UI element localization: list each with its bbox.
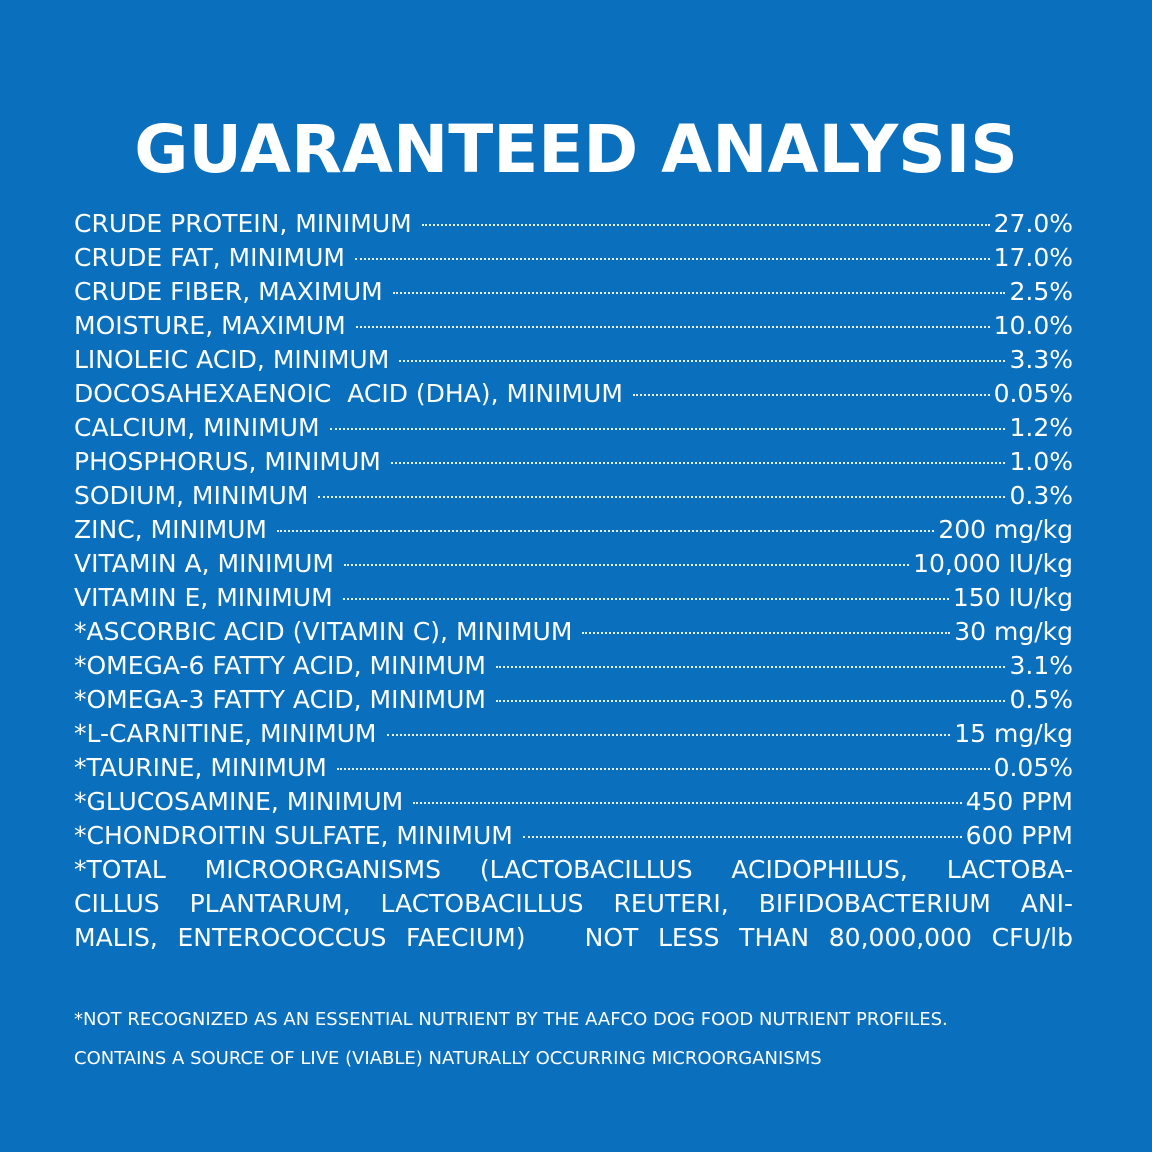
- dot-leader: [277, 530, 935, 532]
- analysis-table: CRUDE PROTEIN, MINIMUM 27.0% CRUDE FAT, M…: [74, 207, 1073, 853]
- nutrient-label: *ASCORBIC ACID (VITAMIN C), MINIMUM: [74, 617, 573, 646]
- dot-leader: [355, 326, 990, 328]
- dot-leader: [386, 734, 951, 736]
- dot-leader: [392, 292, 1006, 294]
- dot-leader: [343, 564, 910, 566]
- table-row: VITAMIN E, MINIMUM 150 IU/kg: [74, 581, 1073, 615]
- dot-leader: [413, 802, 962, 804]
- table-row: CRUDE FIBER, MAXIMUM 2.5%: [74, 275, 1073, 309]
- table-row: *OMEGA-3 FATTY ACID, MINIMUM 0.5%: [74, 683, 1073, 717]
- table-row: *TAURINE, MINIMUM 0.05%: [74, 751, 1073, 785]
- nutrient-value: 450 PPM: [965, 787, 1073, 816]
- table-row: PHOSPHORUS, MINIMUM 1.0%: [74, 445, 1073, 479]
- table-row: *CHONDROITIN SULFATE, MINIMUM 600 PPM: [74, 819, 1073, 853]
- nutrient-label: SODIUM, MINIMUM: [74, 481, 309, 510]
- nutrient-label: *L-CARNITINE, MINIMUM: [74, 719, 377, 748]
- table-row: *GLUCOSAMINE, MINIMUM 450 PPM: [74, 785, 1073, 819]
- nutrient-label: VITAMIN E, MINIMUM: [74, 583, 333, 612]
- table-row: VITAMIN A, MINIMUM 10,000 IU/kg: [74, 547, 1073, 581]
- nutrient-value: 0.05%: [993, 753, 1073, 782]
- nutrient-value: 150 IU/kg: [952, 583, 1073, 612]
- live-microorganisms-footnote: CONTAINS A SOURCE OF LIVE (VIABLE) NATUR…: [74, 1048, 822, 1069]
- microorganisms-line: MALIS, ENTEROCOCCUS FAECIUM) NOT LESS TH…: [74, 923, 1073, 952]
- dot-leader: [390, 462, 1006, 464]
- nutrient-label: *TAURINE, MINIMUM: [74, 753, 327, 782]
- nutrient-value: 17.0%: [993, 243, 1073, 272]
- nutrient-value: 1.2%: [1009, 413, 1073, 442]
- table-row: CRUDE FAT, MINIMUM 17.0%: [74, 241, 1073, 275]
- nutrient-value: 27.0%: [993, 209, 1073, 238]
- dot-leader: [582, 632, 951, 634]
- nutrient-label: CRUDE FIBER, MAXIMUM: [74, 277, 383, 306]
- table-row: *L-CARNITINE, MINIMUM 15 mg/kg: [74, 717, 1073, 751]
- nutrient-label: *OMEGA-3 FATTY ACID, MINIMUM: [74, 685, 486, 714]
- dot-leader: [336, 768, 990, 770]
- nutrient-value: 0.05%: [993, 379, 1073, 408]
- nutrient-value: 1.0%: [1009, 447, 1073, 476]
- nutrient-value: 10.0%: [993, 311, 1073, 340]
- nutrient-value: 0.5%: [1009, 685, 1073, 714]
- aafco-footnote: *NOT RECOGNIZED AS AN ESSENTIAL NUTRIENT…: [74, 1009, 948, 1030]
- table-row: LINOLEIC ACID, MINIMUM 3.3%: [74, 343, 1073, 377]
- dot-leader: [632, 394, 990, 396]
- nutrient-label: DOCOSAHEXAENOIC ACID (DHA), MINIMUM: [74, 379, 623, 408]
- nutrient-label: CRUDE PROTEIN, MINIMUM: [74, 209, 412, 238]
- dot-leader: [354, 258, 990, 260]
- nutrient-value: 3.3%: [1009, 345, 1073, 374]
- table-row: CALCIUM, MINIMUM 1.2%: [74, 411, 1073, 445]
- dot-leader: [342, 598, 949, 600]
- nutrient-label: *GLUCOSAMINE, MINIMUM: [74, 787, 404, 816]
- nutrient-value: 10,000 IU/kg: [913, 549, 1073, 578]
- nutrient-label: CRUDE FAT, MINIMUM: [74, 243, 345, 272]
- table-row: ZINC, MINIMUM 200 mg/kg: [74, 513, 1073, 547]
- dot-leader: [496, 700, 1006, 702]
- nutrient-label: CALCIUM, MINIMUM: [74, 413, 320, 442]
- nutrient-label: *CHONDROITIN SULFATE, MINIMUM: [74, 821, 513, 850]
- table-row: DOCOSAHEXAENOIC ACID (DHA), MINIMUM 0.05%: [74, 377, 1073, 411]
- table-row: CRUDE PROTEIN, MINIMUM 27.0%: [74, 207, 1073, 241]
- nutrient-label: MOISTURE, MAXIMUM: [74, 311, 346, 340]
- nutrient-label: PHOSPHORUS, MINIMUM: [74, 447, 381, 476]
- table-row: SODIUM, MINIMUM 0.3%: [74, 479, 1073, 513]
- nutrient-label: LINOLEIC ACID, MINIMUM: [74, 345, 390, 374]
- nutrient-value: 30 mg/kg: [954, 617, 1073, 646]
- nutrient-value: 600 PPM: [965, 821, 1073, 850]
- dot-leader: [329, 428, 1006, 430]
- dot-leader: [318, 496, 1006, 498]
- microorganisms-line: *TOTAL MICROORGANISMS (LACTOBACILLUS ACI…: [74, 855, 1073, 884]
- dot-leader: [522, 836, 962, 838]
- page-title: GUARANTEED ANALYSIS: [134, 111, 1018, 188]
- dot-leader: [399, 360, 1006, 362]
- nutrient-label: VITAMIN A, MINIMUM: [74, 549, 334, 578]
- dot-leader: [496, 666, 1006, 668]
- table-row: *ASCORBIC ACID (VITAMIN C), MINIMUM 30 mg…: [74, 615, 1073, 649]
- nutrient-value: 3.1%: [1009, 651, 1073, 680]
- table-row: *OMEGA-6 FATTY ACID, MINIMUM 3.1%: [74, 649, 1073, 683]
- nutrient-value: 200 mg/kg: [938, 515, 1073, 544]
- nutrient-label: ZINC, MINIMUM: [74, 515, 268, 544]
- nutrient-label: *OMEGA-6 FATTY ACID, MINIMUM: [74, 651, 486, 680]
- nutrient-value: 15 mg/kg: [954, 719, 1073, 748]
- microorganisms-line: CILLUS PLANTARUM, LACTOBACILLUS REUTERI,…: [74, 889, 1073, 918]
- microorganisms-statement: *TOTAL MICROORGANISMS (LACTOBACILLUS ACI…: [74, 853, 1073, 955]
- dot-leader: [421, 224, 990, 226]
- table-row: MOISTURE, MAXIMUM 10.0%: [74, 309, 1073, 343]
- nutrient-value: 2.5%: [1009, 277, 1073, 306]
- nutrient-value: 0.3%: [1009, 481, 1073, 510]
